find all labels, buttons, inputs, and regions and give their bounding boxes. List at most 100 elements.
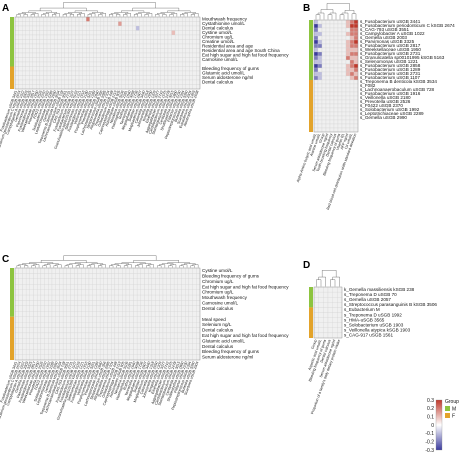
heatmap-cell [333, 115, 339, 121]
row-label: Dental calculus [202, 328, 234, 333]
heatmap-cell [140, 349, 145, 355]
heatmap-cell [188, 278, 193, 285]
heatmap-cell [36, 30, 41, 36]
heatmap-cell [144, 349, 149, 355]
heatmap-cell [192, 321, 197, 328]
heatmap-cell [81, 354, 86, 361]
heatmap-cell [18, 25, 23, 31]
heatmap-cell [59, 343, 64, 350]
heatmap-cell [29, 52, 33, 58]
heatmap-cell [159, 294, 164, 301]
heatmap-cell [46, 30, 51, 36]
heatmap-cell [167, 39, 172, 45]
heatmap-cell [185, 327, 190, 334]
heatmap-cell [40, 343, 45, 350]
heatmap-cell [82, 79, 87, 85]
heatmap-cell [333, 47, 339, 53]
heatmap-cell [337, 39, 343, 45]
heatmap-cell [192, 332, 197, 339]
heatmap-cell [313, 127, 319, 133]
heatmap-cell [107, 52, 112, 58]
heatmap-cell [321, 67, 327, 73]
heatmap-cell [57, 57, 62, 63]
heatmap-cell [40, 278, 45, 285]
row-label: Serum aldosterone ng/ml [202, 75, 253, 80]
heatmap-cell [167, 16, 172, 22]
heatmap-cell [110, 79, 115, 85]
heatmap-cell [135, 21, 140, 27]
heatmap-cell [81, 332, 86, 339]
heatmap-frame [14, 16, 201, 90]
heatmap-cell [321, 47, 327, 53]
heatmap-cell [22, 354, 27, 361]
heatmap-cell [313, 75, 319, 81]
heatmap-cell [74, 267, 79, 274]
heatmap-cell [133, 354, 138, 361]
heatmap-cell [332, 317, 338, 323]
heatmap-cell [71, 52, 76, 58]
heatmap-cell [89, 25, 94, 31]
heatmap-cell [78, 25, 83, 31]
heatmap-cell [155, 273, 160, 279]
heatmap-cell [313, 31, 319, 37]
heatmap-cell [96, 39, 101, 45]
heatmap-cell [25, 16, 30, 22]
heatmap-cell [174, 48, 179, 54]
heatmap-cell [78, 39, 83, 45]
heatmap-cell [148, 332, 153, 339]
heatmap-cell [144, 305, 149, 312]
heatmap-cell [29, 79, 33, 85]
heatmap-cell [177, 289, 182, 296]
heatmap-cell [349, 95, 355, 101]
heatmap-cell [55, 327, 60, 334]
heatmap-cell [192, 16, 197, 22]
heatmap-cell [51, 354, 56, 361]
heatmap-cell [37, 284, 42, 290]
heatmap-cell [188, 332, 193, 339]
heatmap-cell [33, 343, 38, 350]
heatmap-cell [21, 57, 26, 63]
heatmap-frame [14, 267, 201, 361]
heatmap-cell [29, 284, 34, 290]
heatmap-cell [107, 25, 112, 31]
heatmap-cell [54, 75, 58, 81]
heatmap-cell [337, 317, 343, 323]
heatmap-cell [32, 25, 37, 31]
heatmap-cell [317, 19, 323, 25]
row-label: s_Selenomonas uSGB 1221 [360, 59, 418, 64]
heatmap-cell [333, 95, 339, 101]
heatmap-cell [313, 35, 319, 41]
heatmap-cell [122, 278, 127, 285]
heatmap-cell [166, 332, 171, 339]
heatmap-cell [129, 327, 134, 334]
heatmap-cell [92, 267, 97, 274]
heatmap-cell [75, 48, 80, 54]
heatmap-cell [89, 61, 94, 67]
heatmap-cell [349, 79, 355, 85]
row-label: s_Fusobacterium uSGB 1289 [360, 67, 421, 72]
heatmap-cell [164, 57, 169, 63]
heatmap-cell [71, 43, 76, 49]
heatmap-cell [185, 75, 190, 81]
heatmap-cell [337, 79, 343, 85]
heatmap-cell [313, 63, 319, 69]
heatmap-cell [64, 25, 69, 31]
heatmap-cell [54, 30, 58, 36]
heatmap-cell [185, 289, 190, 296]
heatmap-cell [317, 51, 323, 57]
heatmap-cell [136, 354, 141, 361]
heatmap-cell [157, 57, 161, 63]
heatmap-cell [188, 273, 193, 279]
heatmap-cell [110, 16, 115, 22]
heatmap-cell [313, 115, 319, 121]
heatmap-cell [103, 284, 108, 290]
heatmap-cell [70, 332, 75, 339]
heatmap-cell [177, 316, 182, 323]
heatmap-cell [333, 83, 339, 89]
heatmap-cell [185, 25, 190, 31]
heatmap-cell [196, 289, 201, 296]
heatmap-cell [66, 284, 71, 290]
heatmap-cell [32, 39, 37, 45]
heatmap-cell [153, 75, 158, 81]
heatmap-cell [140, 354, 145, 361]
